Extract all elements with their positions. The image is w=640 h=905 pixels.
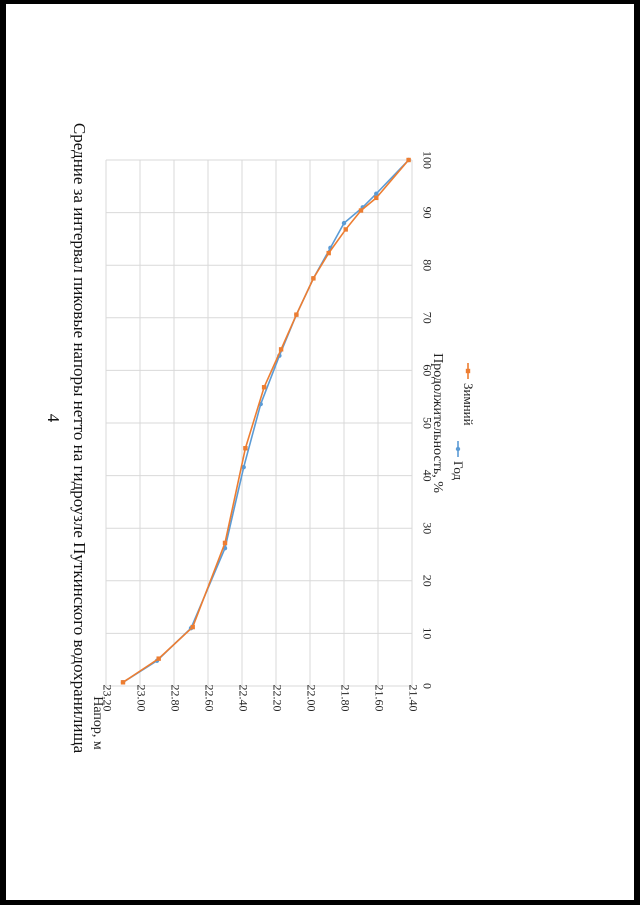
series-zimniy [120, 157, 411, 685]
legend-item: Зимний [461, 363, 476, 426]
legend-marker [465, 368, 471, 374]
legend: Год Зимний [451, 363, 476, 480]
data-point [343, 227, 348, 232]
data-point [358, 208, 364, 213]
data-point [120, 680, 126, 685]
legend-marker [455, 446, 461, 452]
series-layer [120, 157, 411, 685]
data-point [243, 446, 248, 451]
x-tick-label: 40 [420, 470, 434, 482]
y-tick-label: 22.00 [304, 685, 318, 712]
data-point [241, 464, 246, 470]
tick-labels: 21.40 21.60 21.80 22.00 22.20 22.40 22.60 22.80… [100, 151, 434, 712]
y-tick-label: 22.60 [202, 685, 216, 712]
data-point [222, 540, 228, 546]
data-point [341, 220, 347, 226]
data-point [294, 312, 299, 317]
grid [105, 159, 413, 687]
legend-label: Зимний [461, 383, 476, 426]
page-number: 4 [44, 414, 63, 423]
x-tick-label: 20 [420, 575, 434, 587]
y-tick-label: 22.20 [270, 685, 284, 712]
y-tick-label: 22.40 [236, 685, 250, 712]
x-tick-label: 60 [420, 364, 434, 376]
data-point [261, 385, 267, 390]
y-tick-label: 21.40 [406, 685, 420, 712]
y-axis-title: Напор, м [90, 696, 105, 750]
y-tick-label: 21.60 [372, 685, 386, 712]
y-tick-label: 23.20 [100, 685, 114, 712]
x-axis-title: Продолжительность, % [430, 353, 445, 493]
y-tick-label: 22.80 [168, 685, 182, 712]
data-point [374, 191, 379, 196]
legend-item: Год [451, 441, 466, 480]
x-tick-label: 90 [420, 207, 434, 219]
series-god [120, 157, 411, 685]
chart-title: Средние за интервал пиковые напоры нетто… [70, 123, 89, 754]
y-tick-label: 23.00 [134, 685, 148, 712]
data-point [278, 347, 284, 352]
x-tick-label: 70 [420, 312, 434, 324]
data-point [156, 656, 161, 661]
legend-label: Год [451, 461, 466, 480]
data-point [311, 276, 316, 281]
x-tick-label: 100 [420, 151, 434, 169]
data-point [190, 624, 195, 630]
x-tick-label: 50 [420, 417, 434, 429]
data-point [326, 250, 331, 256]
y-tick-label: 21.80 [338, 685, 352, 712]
document-page: 21.40 21.60 21.80 22.00 22.20 22.40 22.60 22.80… [6, 4, 634, 900]
x-tick-label: 10 [420, 627, 434, 639]
x-tick-label: 30 [420, 522, 434, 534]
data-point [374, 195, 379, 201]
x-tick-label: 0 [420, 683, 434, 689]
series-line [122, 159, 410, 683]
data-point [406, 157, 411, 163]
duration-curve-chart: 21.40 21.60 21.80 22.00 22.20 22.40 22.60 22.80… [44, 123, 476, 754]
series-line [122, 159, 410, 683]
x-tick-label: 80 [420, 259, 434, 271]
